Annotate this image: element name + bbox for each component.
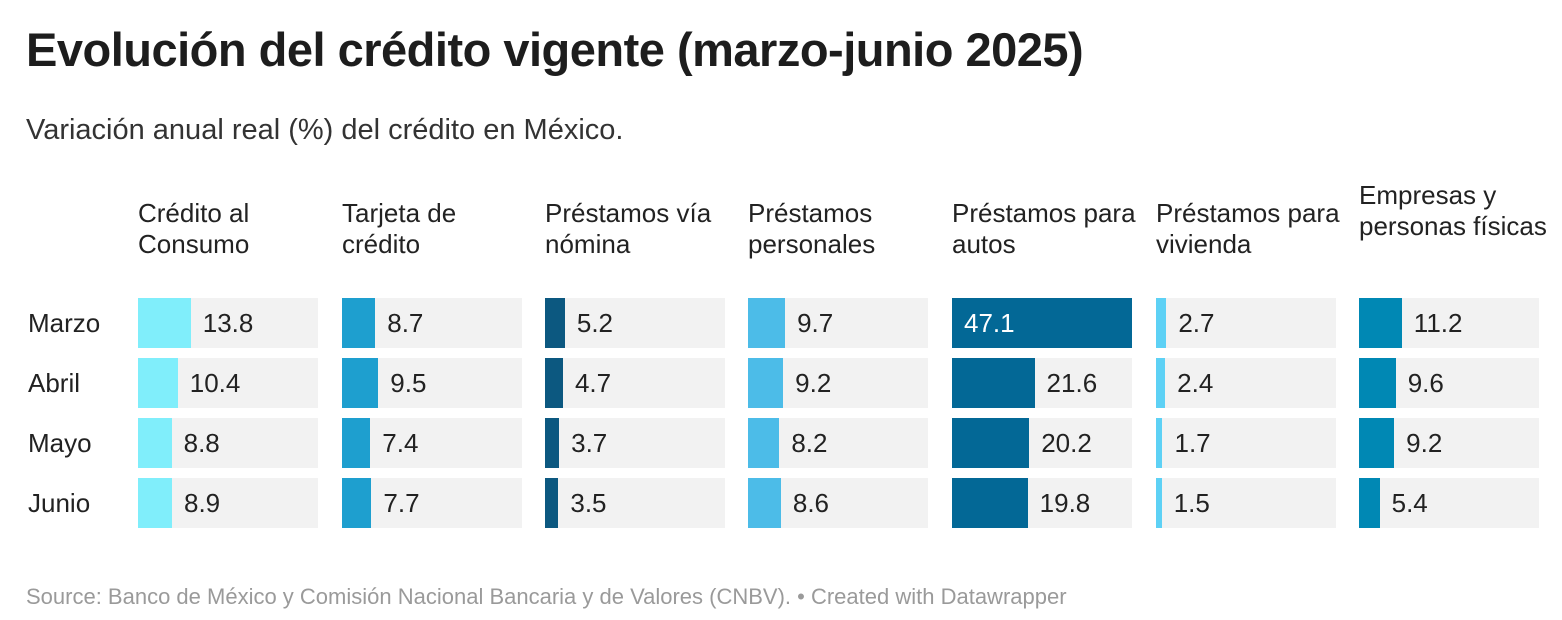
bar	[545, 298, 565, 348]
value-label: 9.2	[1406, 428, 1443, 458]
table-cell: 8.6	[748, 478, 928, 528]
value-label: 8.6	[792, 488, 830, 518]
bar	[1359, 478, 1380, 528]
table-cell: 9.5	[342, 358, 522, 408]
table-cell: 21.6	[952, 358, 1132, 408]
table-cell: 11.2	[1359, 298, 1539, 348]
bar	[342, 478, 372, 528]
column-header: Préstamos para vivienda	[1156, 198, 1340, 259]
table-cell: 19.8	[952, 478, 1132, 528]
table-cell: 3.7	[545, 418, 725, 468]
value-label: 21.6	[1046, 368, 1098, 398]
bar	[1156, 358, 1166, 408]
value-label: 10.4	[189, 368, 241, 398]
table-cell: 8.9	[138, 478, 318, 528]
value-label: 20.2	[1041, 428, 1092, 458]
column-header: Préstamos personales	[748, 198, 876, 259]
table-cell: 1.7	[1156, 418, 1336, 468]
column-header: Tarjeta de crédito	[342, 198, 457, 259]
value-label: 5.4	[1391, 488, 1428, 518]
table-cell: 13.8	[138, 298, 318, 348]
bar	[952, 478, 1028, 528]
value-label: 9.6	[1407, 368, 1444, 398]
table-cell: 2.4	[1156, 358, 1336, 408]
row-label: Mayo	[28, 428, 92, 458]
table-cell: 2.7	[1156, 298, 1336, 348]
value-label: 4.7	[574, 368, 612, 398]
table-cell: 7.4	[342, 418, 522, 468]
value-label: 2.7	[1178, 308, 1215, 338]
value-label: 8.9	[184, 488, 221, 518]
table-cell: 9.7	[748, 298, 928, 348]
column-header: Préstamos para autos	[952, 198, 1136, 259]
value-label: 9.5	[390, 368, 427, 398]
bar	[952, 298, 1132, 348]
bar	[138, 418, 172, 468]
bar	[1156, 478, 1162, 528]
table-cell: 8.7	[342, 298, 522, 348]
table-cell: 9.6	[1359, 358, 1539, 408]
bar	[748, 298, 786, 348]
table-cell: 8.8	[138, 418, 318, 468]
table-cell: 9.2	[748, 358, 928, 408]
bar	[952, 418, 1030, 468]
bar	[1359, 418, 1395, 468]
value-label: 19.8	[1039, 488, 1091, 518]
table-cell: 20.2	[952, 418, 1132, 468]
bar	[748, 418, 780, 468]
value-label: 9.7	[797, 308, 834, 338]
bar	[1156, 418, 1163, 468]
value-label: 8.2	[791, 428, 828, 458]
row-label: Marzo	[28, 308, 101, 338]
value-label: 5.2	[576, 308, 614, 338]
bar	[952, 358, 1035, 408]
value-label: 2.4	[1177, 368, 1214, 398]
bar	[1156, 298, 1167, 348]
table-cell: 7.7	[342, 478, 522, 528]
value-label: 1.5	[1173, 488, 1210, 518]
value-label: 7.7	[383, 488, 420, 518]
bar	[545, 418, 560, 468]
bar	[1359, 298, 1402, 348]
source-note: Source: Banco de México y Comisión Nacio…	[26, 584, 1067, 609]
column-header: Préstamos vía nómina	[545, 198, 712, 259]
bar	[748, 358, 784, 408]
table-cell: 8.2	[748, 418, 928, 468]
bar	[342, 298, 376, 348]
value-label: 1.7	[1174, 428, 1211, 458]
chart-title: Evolución del crédito vigente (marzo-jun…	[26, 23, 1084, 76]
bar	[138, 298, 191, 348]
chart-subtitle: Variación anual real (%) del crédito en …	[26, 114, 624, 146]
table-cell: 9.2	[1359, 418, 1539, 468]
bar	[545, 478, 559, 528]
bar	[748, 478, 781, 528]
table-cell: 3.5	[545, 478, 725, 528]
bar	[545, 358, 563, 408]
bar	[342, 418, 371, 468]
bar	[138, 478, 172, 528]
bar	[342, 358, 379, 408]
bar	[1359, 358, 1396, 408]
value-label: 47.1	[964, 308, 1015, 338]
row-label: Junio	[28, 488, 91, 518]
value-label: 3.5	[570, 488, 607, 518]
table-cell: 4.7	[545, 358, 725, 408]
value-label: 8.8	[183, 428, 220, 458]
column-header: Empresas y personas físicas	[1359, 180, 1547, 241]
table-cell: 5.4	[1359, 478, 1539, 528]
value-label: 13.8	[202, 308, 254, 338]
value-label: 7.4	[382, 428, 419, 458]
value-label: 9.2	[795, 368, 832, 398]
value-label: 3.7	[571, 428, 608, 458]
table-cell: 5.2	[545, 298, 725, 348]
row-label: Abril	[28, 368, 81, 398]
column-header: Crédito al Consumo	[138, 198, 250, 259]
value-label: 8.7	[387, 308, 424, 338]
table-cell: 47.1	[952, 298, 1132, 348]
bar	[138, 358, 178, 408]
value-label: 11.2	[1413, 308, 1463, 338]
table-cell: 1.5	[1156, 478, 1336, 528]
table-cell: 10.4	[138, 358, 318, 408]
